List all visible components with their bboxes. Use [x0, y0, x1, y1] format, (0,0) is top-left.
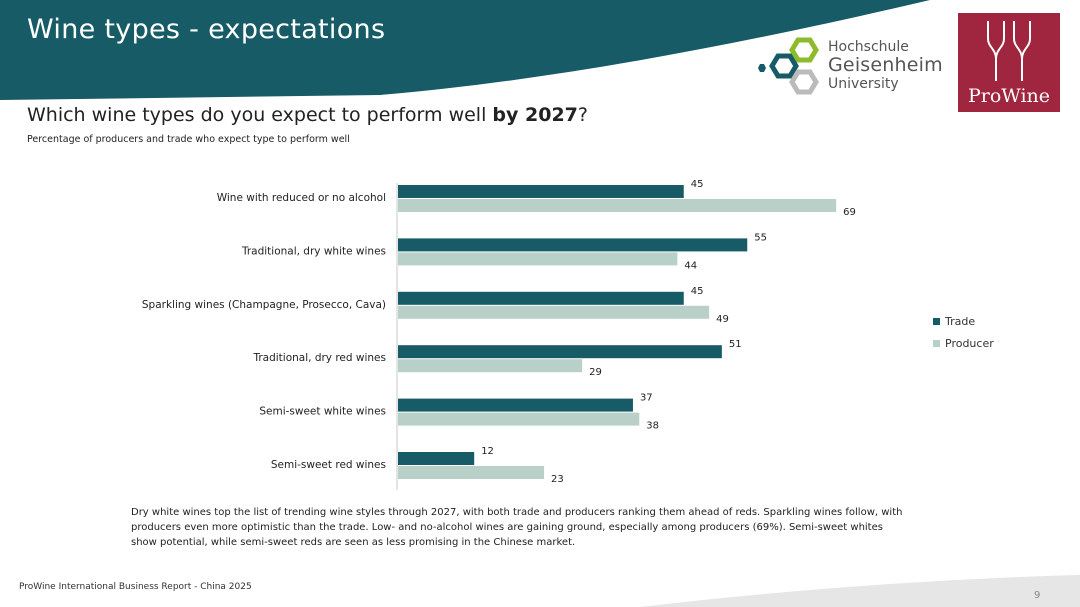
- footer-band: [640, 575, 1080, 607]
- bar-producer: [398, 412, 640, 426]
- hgu-line-1: Hochschule: [828, 39, 909, 55]
- question-prefix: Which wine types do you expect to perfor…: [27, 104, 493, 126]
- category-label: Traditional, dry red wines: [252, 352, 386, 364]
- bar-trade: [398, 291, 684, 305]
- footer-source: ProWine International Business Report - …: [19, 582, 252, 592]
- hgu-logo: Hochschule Geisenheim University: [758, 36, 948, 100]
- data-label-producer: 69: [843, 207, 856, 218]
- bar-producer: [398, 305, 710, 319]
- bar-trade: [398, 238, 748, 252]
- legend-label-trade: Trade: [945, 314, 976, 328]
- data-label-trade: 51: [729, 339, 742, 350]
- wine-bottle-icon: [987, 21, 1031, 81]
- prowine-logo: ProWine: [958, 13, 1060, 112]
- page-number: 9: [1034, 590, 1041, 601]
- bar-producer: [398, 199, 837, 212]
- hgu-line-3: University: [828, 76, 899, 92]
- legend-label-producer: Producer: [945, 336, 994, 350]
- hgu-hexagon-icon: [758, 37, 819, 95]
- category-label: Traditional, dry white wines: [241, 245, 386, 257]
- bar-trade: [398, 452, 475, 465]
- bar-trade: [398, 185, 684, 198]
- data-label-trade: 55: [754, 232, 767, 243]
- chart-legend: Trade Producer: [933, 310, 994, 354]
- legend-item-producer: Producer: [933, 332, 994, 354]
- data-label-producer: 23: [551, 474, 564, 485]
- legend-item-trade: Trade: [933, 310, 994, 332]
- data-label-trade: 12: [481, 446, 494, 457]
- question-bold: by 2027: [492, 104, 578, 126]
- data-label-producer: 29: [589, 367, 602, 378]
- bar-chart: Wine with reduced or no alcohol 45 69 Tradi…: [142, 179, 856, 490]
- prowine-logo-text: ProWine: [967, 85, 1051, 107]
- bar-trade: [398, 345, 722, 359]
- bar-trade: [398, 398, 633, 412]
- chart-subtitle: Percentage of producers and trade who ex…: [27, 134, 350, 145]
- bar-producer: [398, 466, 545, 479]
- bar-producer: [398, 359, 583, 373]
- hgu-line-2: Geisenheim: [828, 54, 943, 76]
- data-label-trade: 37: [640, 393, 653, 404]
- legend-swatch-trade: [933, 317, 940, 325]
- question-suffix: ?: [577, 104, 588, 126]
- legend-swatch-producer: [933, 339, 940, 347]
- slide-title: Wine types - expectations: [27, 14, 386, 45]
- data-label-producer: 38: [646, 421, 659, 432]
- chart-question: Which wine types do you expect to perfor…: [27, 104, 588, 126]
- data-label-trade: 45: [691, 179, 704, 190]
- header-band: [0, 0, 930, 100]
- category-label: Wine with reduced or no alcohol: [217, 192, 386, 204]
- data-label-producer: 49: [716, 314, 729, 325]
- summary-text: Dry white wines top the list of trending…: [131, 507, 903, 548]
- data-label-producer: 44: [684, 260, 697, 271]
- bar-producer: [398, 252, 678, 266]
- data-label-trade: 45: [691, 286, 704, 297]
- category-label: Sparkling wines (Champagne, Prosecco, Ca…: [142, 299, 386, 311]
- category-label: Semi-sweet red wines: [271, 459, 386, 471]
- category-label: Semi-sweet white wines: [259, 406, 386, 418]
